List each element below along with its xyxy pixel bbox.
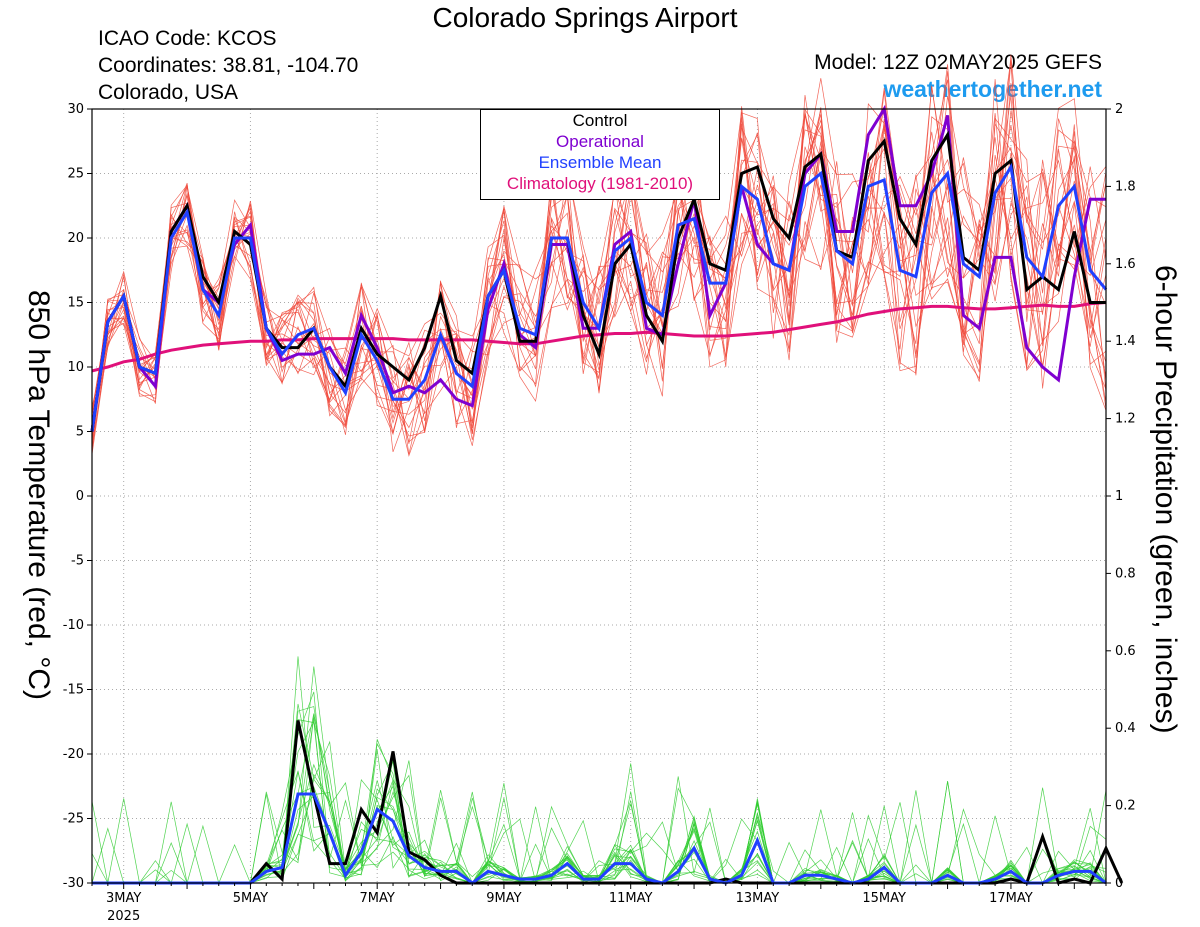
- y2-tick-label: 1.8: [1115, 179, 1136, 194]
- legend-climatology: Climatology (1981-2010): [506, 174, 694, 193]
- precip-member-line: [92, 749, 1107, 884]
- region: Colorado, USA: [98, 81, 239, 104]
- precip-member-line: [92, 739, 1107, 884]
- x-tick-label: 7MAY: [360, 891, 395, 906]
- y-tick-label: 15: [67, 296, 84, 311]
- y2-tick-label: 0.8: [1115, 566, 1136, 581]
- y-tick-label: 0: [76, 489, 84, 504]
- y2-tick-label: 0.2: [1115, 799, 1136, 814]
- legend-control: Control: [572, 111, 628, 130]
- x-tick-year: 2025: [107, 909, 140, 924]
- y-tick-label: -30: [63, 876, 84, 891]
- y-tick-label: 25: [67, 167, 84, 182]
- y-axis-label-left: 850 hPa Temperature (red, °C): [22, 290, 55, 700]
- y-tick-label: 20: [67, 231, 84, 246]
- y2-tick-label: 2: [1115, 102, 1123, 117]
- main-series: [90, 104, 1124, 885]
- y2-tick-label: 0.6: [1115, 644, 1136, 659]
- legend-operational: Operational: [556, 132, 644, 151]
- precip-member-line: [92, 720, 1107, 884]
- model-run: Model: 12Z 02MAY2025 GEFS: [814, 51, 1102, 74]
- precip-member-line: [91, 717, 1107, 884]
- coordinates: Coordinates: 38.81, -104.70: [98, 54, 359, 77]
- y2-tick-label: 1: [1115, 489, 1123, 504]
- x-tick-label: 17MAY: [989, 891, 1033, 906]
- site-link[interactable]: weathertogether.net: [883, 76, 1102, 102]
- y2-tick-label: 1.4: [1115, 334, 1136, 349]
- y-tick-label: 30: [67, 102, 84, 117]
- y2-tick-label: 0: [1115, 876, 1123, 891]
- x-tick-label: 9MAY: [486, 891, 521, 906]
- mean-temp-line: [90, 162, 1108, 432]
- y2-tick-label: 1.6: [1115, 257, 1136, 272]
- precip-member-line: [92, 703, 1107, 884]
- precip-member-line: [92, 713, 1107, 884]
- precip-member-line: [92, 719, 1107, 884]
- temp-member-line: [91, 159, 1107, 441]
- y-tick-label: -20: [63, 747, 84, 762]
- precip-member-line: [91, 790, 1107, 884]
- x-tick-label: 13MAY: [736, 891, 780, 906]
- x-tick-label: 15MAY: [862, 891, 906, 906]
- climatology-line: [91, 301, 1107, 373]
- temp-member-line: [91, 78, 1107, 448]
- chart-title: Colorado Springs Airport: [432, 2, 738, 33]
- precip-member-line: [92, 773, 1107, 884]
- x-tick-label: 5MAY: [233, 891, 268, 906]
- y-tick-label: 10: [67, 360, 84, 375]
- temp-member-line: [91, 109, 1107, 452]
- temp-member-line: [91, 82, 1107, 450]
- precip-member-line: [92, 706, 1107, 884]
- y-axis-label-right: 6-hour Precipitation (green, inches): [1149, 265, 1182, 734]
- icao-code: ICAO Code: KCOS: [98, 27, 277, 50]
- y-tick-label: -25: [63, 812, 84, 827]
- control-precip-line: [92, 720, 1124, 885]
- x-tick-label: 11MAY: [609, 891, 653, 906]
- y2-tick-label: 1.2: [1115, 412, 1136, 427]
- temp-member-line: [91, 114, 1107, 429]
- y-tick-label: 5: [76, 425, 84, 440]
- axis-ticks: -30-25-20-15-10-505101520253000.20.40.60…: [63, 102, 1136, 924]
- y-tick-label: -10: [63, 618, 84, 633]
- legend-ensemble-mean: Ensemble Mean: [538, 153, 662, 172]
- legend: Control Operational Ensemble Mean Climat…: [480, 109, 720, 200]
- y2-tick-label: 0.4: [1115, 721, 1136, 736]
- y-tick-label: -5: [71, 554, 84, 569]
- mean-precip-line: [92, 792, 1107, 885]
- y-tick-label: -15: [63, 683, 84, 698]
- x-tick-label: 3MAY: [106, 891, 141, 906]
- precip-member-line: [92, 714, 1107, 884]
